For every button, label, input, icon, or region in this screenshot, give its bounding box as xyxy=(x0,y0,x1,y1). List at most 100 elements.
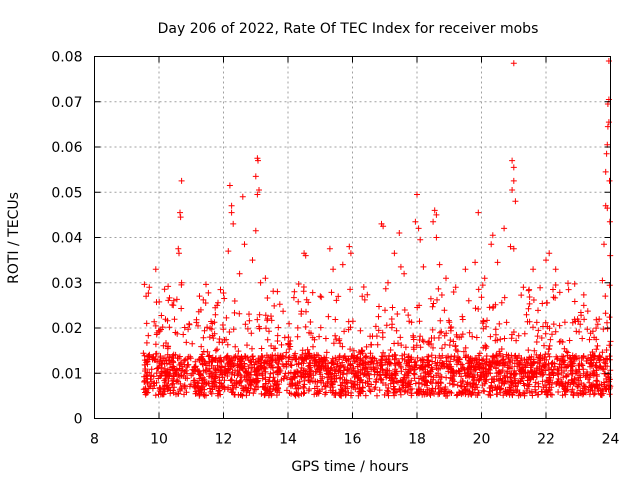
y-tick-label: 0.05 xyxy=(51,185,82,201)
data-point xyxy=(435,334,442,341)
data-point xyxy=(352,358,359,365)
data-point xyxy=(593,316,600,323)
data-point xyxy=(569,386,576,393)
data-point xyxy=(561,386,568,393)
data-point xyxy=(143,293,150,300)
data-point xyxy=(264,295,271,301)
data-point xyxy=(571,280,578,287)
data-point xyxy=(556,322,563,329)
data-point xyxy=(571,298,578,305)
data-point xyxy=(526,294,533,300)
data-point xyxy=(422,363,429,370)
data-point xyxy=(537,284,544,291)
data-point xyxy=(465,297,472,304)
data-point xyxy=(465,360,472,367)
data-point xyxy=(278,377,285,383)
data-point xyxy=(302,252,309,259)
data-point xyxy=(535,383,542,390)
data-point xyxy=(518,292,525,299)
x-axis-label: GPS time / hours xyxy=(291,459,408,475)
data-point xyxy=(450,356,457,363)
data-point xyxy=(362,371,369,378)
data-point xyxy=(510,60,517,67)
data-point xyxy=(561,319,568,326)
data-point xyxy=(255,157,261,164)
data-point xyxy=(534,333,541,340)
data-point xyxy=(203,392,209,399)
data-point xyxy=(597,363,604,370)
data-point xyxy=(391,392,398,399)
data-point xyxy=(441,332,448,339)
data-point xyxy=(468,371,475,378)
data-point xyxy=(439,345,445,352)
data-point xyxy=(512,375,519,382)
data-point xyxy=(468,390,475,397)
data-point xyxy=(226,182,233,189)
data-point xyxy=(432,354,439,361)
data-point xyxy=(301,389,308,396)
data-point xyxy=(316,369,323,376)
data-point xyxy=(246,311,252,318)
data-point xyxy=(164,343,171,350)
data-point xyxy=(493,373,500,380)
data-point xyxy=(280,308,287,315)
data-point xyxy=(153,370,160,377)
data-point xyxy=(427,295,434,302)
data-point xyxy=(295,298,302,305)
data-point xyxy=(450,289,457,295)
y-tick-label: 0.06 xyxy=(51,140,82,156)
data-point xyxy=(504,362,511,369)
data-point xyxy=(508,379,515,386)
data-point xyxy=(311,360,318,367)
data-point xyxy=(447,327,454,334)
data-point xyxy=(483,343,490,350)
data-point xyxy=(587,388,594,394)
data-point xyxy=(547,391,554,398)
data-point xyxy=(594,342,601,349)
data-point xyxy=(264,315,271,322)
data-point xyxy=(570,391,577,398)
data-point xyxy=(475,352,482,359)
data-point xyxy=(196,293,203,300)
data-point xyxy=(562,391,569,398)
data-point xyxy=(462,354,469,361)
data-point xyxy=(473,381,480,388)
data-points xyxy=(140,58,614,399)
data-point xyxy=(212,347,219,354)
data-point xyxy=(357,390,364,397)
data-point xyxy=(476,377,483,383)
data-point xyxy=(550,286,556,293)
data-point xyxy=(489,305,496,311)
data-point xyxy=(479,357,486,364)
data-point xyxy=(507,243,514,250)
data-point xyxy=(284,374,290,381)
data-point xyxy=(544,392,551,398)
data-point xyxy=(301,370,307,377)
data-point xyxy=(510,177,517,184)
data-point xyxy=(475,286,482,293)
data-point xyxy=(552,328,559,335)
data-point xyxy=(465,365,472,372)
data-point xyxy=(436,352,443,359)
data-point xyxy=(512,198,519,205)
data-point xyxy=(443,374,450,381)
data-point xyxy=(374,368,381,375)
data-point xyxy=(462,266,469,273)
data-point xyxy=(450,338,457,345)
data-point xyxy=(279,361,286,368)
data-point xyxy=(543,257,549,264)
data-point xyxy=(228,376,235,383)
data-point xyxy=(364,368,371,375)
data-point xyxy=(248,330,255,337)
data-point xyxy=(377,359,384,366)
data-point xyxy=(397,263,404,270)
data-point xyxy=(153,331,160,338)
data-point xyxy=(247,385,254,392)
data-point xyxy=(354,363,361,370)
data-point xyxy=(593,346,600,353)
data-point xyxy=(445,354,452,361)
data-point xyxy=(276,301,283,308)
data-point xyxy=(389,304,396,311)
data-point xyxy=(373,364,379,371)
data-point xyxy=(153,299,160,306)
